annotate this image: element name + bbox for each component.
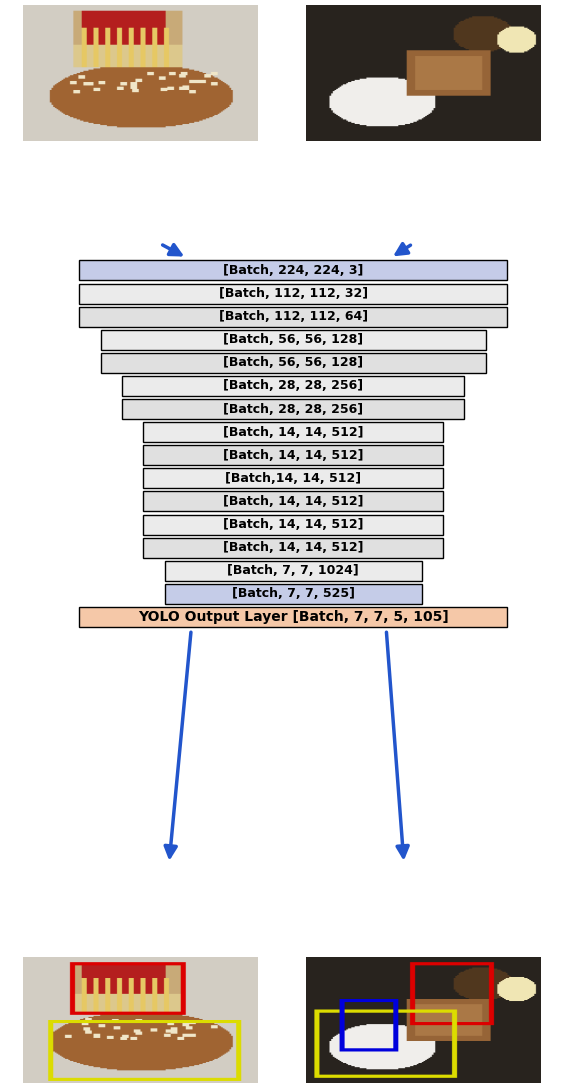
FancyBboxPatch shape	[122, 376, 464, 396]
FancyBboxPatch shape	[144, 492, 443, 511]
Text: [Batch, 14, 14, 512]: [Batch, 14, 14, 512]	[223, 541, 363, 554]
Text: [Batch, 14, 14, 512]: [Batch, 14, 14, 512]	[223, 518, 363, 531]
FancyBboxPatch shape	[80, 284, 507, 304]
Text: [Batch, 7, 7, 1024]: [Batch, 7, 7, 1024]	[227, 565, 359, 578]
Text: YOLO Output Layer [Batch, 7, 7, 5, 105]: YOLO Output Layer [Batch, 7, 7, 5, 105]	[138, 610, 448, 623]
FancyBboxPatch shape	[165, 584, 422, 604]
Text: [Batch, 56, 56, 128]: [Batch, 56, 56, 128]	[223, 333, 363, 346]
Text: [Batch, 224, 224, 3]: [Batch, 224, 224, 3]	[223, 264, 363, 277]
FancyBboxPatch shape	[144, 515, 443, 534]
FancyBboxPatch shape	[80, 260, 507, 281]
FancyBboxPatch shape	[165, 560, 422, 581]
Text: [Batch,14, 14, 512]: [Batch,14, 14, 512]	[225, 472, 361, 485]
Text: [Batch, 112, 112, 32]: [Batch, 112, 112, 32]	[219, 287, 368, 300]
Text: [Batch, 14, 14, 512]: [Batch, 14, 14, 512]	[223, 425, 363, 438]
FancyBboxPatch shape	[122, 399, 464, 419]
FancyBboxPatch shape	[80, 607, 507, 627]
FancyBboxPatch shape	[144, 537, 443, 558]
Text: [Batch, 112, 112, 64]: [Batch, 112, 112, 64]	[219, 310, 368, 323]
FancyBboxPatch shape	[101, 330, 486, 349]
Text: [Batch, 28, 28, 256]: [Batch, 28, 28, 256]	[223, 403, 363, 416]
Text: [Batch, 28, 28, 256]: [Batch, 28, 28, 256]	[223, 380, 363, 393]
Text: [Batch, 56, 56, 128]: [Batch, 56, 56, 128]	[223, 357, 363, 369]
FancyBboxPatch shape	[144, 468, 443, 489]
FancyBboxPatch shape	[144, 445, 443, 466]
Text: [Batch, 7, 7, 525]: [Batch, 7, 7, 525]	[232, 588, 355, 601]
FancyBboxPatch shape	[144, 422, 443, 442]
Text: [Batch, 14, 14, 512]: [Batch, 14, 14, 512]	[223, 495, 363, 508]
FancyBboxPatch shape	[101, 353, 486, 373]
FancyBboxPatch shape	[80, 307, 507, 326]
Text: [Batch, 14, 14, 512]: [Batch, 14, 14, 512]	[223, 448, 363, 461]
